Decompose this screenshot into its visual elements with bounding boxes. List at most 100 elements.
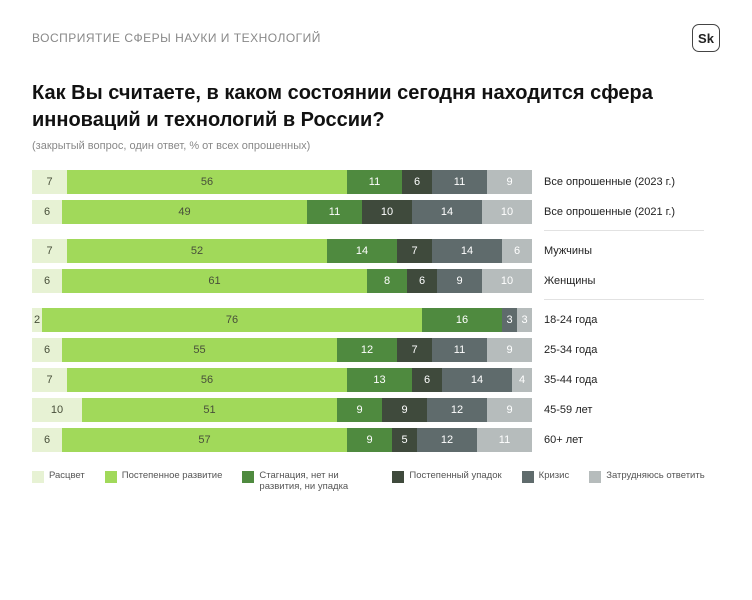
bar-segment: 11 bbox=[477, 428, 532, 452]
bar-segment: 14 bbox=[327, 239, 397, 263]
chart-row: 276163318-24 года bbox=[32, 308, 720, 332]
chart-subtitle: (закрытый вопрос, один ответ, % от всех … bbox=[32, 140, 720, 152]
bar: 2761633 bbox=[32, 308, 532, 332]
bar-segment: 11 bbox=[432, 338, 487, 362]
row-label: Мужчины bbox=[544, 245, 720, 257]
bar: 66186910 bbox=[32, 269, 532, 293]
bar-segment: 52 bbox=[67, 239, 327, 263]
bar-segment: 5 bbox=[392, 428, 417, 452]
legend-swatch bbox=[392, 471, 404, 483]
bar-segment: 10 bbox=[482, 200, 532, 224]
row-label: 18-24 года bbox=[544, 314, 720, 326]
bar-segment: 10 bbox=[482, 269, 532, 293]
bar-segment: 11 bbox=[307, 200, 362, 224]
chart-row: 64911101410Все опрошенные (2021 г.) bbox=[32, 200, 720, 224]
bar-segment: 11 bbox=[432, 170, 487, 194]
bar-segment: 12 bbox=[417, 428, 477, 452]
row-label: Все опрошенные (2021 г.) bbox=[544, 206, 720, 218]
bar-segment: 56 bbox=[67, 368, 347, 392]
legend-label: Стагнация, нет ни развития, ни упадка bbox=[259, 470, 372, 493]
bar-segment: 3 bbox=[517, 308, 532, 332]
legend-item: Расцвет bbox=[32, 470, 85, 493]
bar-segment: 10 bbox=[362, 200, 412, 224]
bar-segment: 6 bbox=[407, 269, 437, 293]
bar-segment: 16 bbox=[422, 308, 502, 332]
bar-segment: 76 bbox=[42, 308, 422, 332]
bar: 64911101410 bbox=[32, 200, 532, 224]
bar: 657951211 bbox=[32, 428, 532, 452]
bar-segment: 3 bbox=[502, 308, 517, 332]
legend: Расцвет Постепенное развитие Стагнация, не… bbox=[32, 470, 720, 493]
legend-item: Постепенное развитие bbox=[105, 470, 223, 493]
legend-item: Кризис bbox=[522, 470, 570, 493]
stacked-bar-chart: 756116119Все опрошенные (2023 г.)6491110… bbox=[32, 170, 720, 452]
bar-segment: 49 bbox=[62, 200, 307, 224]
bar-segment: 6 bbox=[32, 200, 62, 224]
group-separator bbox=[544, 230, 704, 231]
bar: 756116119 bbox=[32, 170, 532, 194]
bar-segment: 2 bbox=[32, 308, 42, 332]
row-label: 35-44 года bbox=[544, 374, 720, 386]
bar-segment: 6 bbox=[402, 170, 432, 194]
chart-row: 65512711925-34 года bbox=[32, 338, 720, 362]
bar-segment: 7 bbox=[397, 338, 432, 362]
bar-segment: 55 bbox=[62, 338, 337, 362]
bar-segment: 14 bbox=[412, 200, 482, 224]
bar: 756136144 bbox=[32, 368, 532, 392]
legend-swatch bbox=[522, 471, 534, 483]
legend-label: Затрудняюсь ответить bbox=[606, 470, 704, 481]
bar-segment: 7 bbox=[32, 239, 67, 263]
bar-segment: 61 bbox=[62, 269, 367, 293]
chart-row: 756136144 35-44 года bbox=[32, 368, 720, 392]
row-label: Все опрошенные (2023 г.) bbox=[544, 176, 720, 188]
bar-segment: 7 bbox=[32, 170, 67, 194]
legend-item: Затрудняюсь ответить bbox=[589, 470, 704, 493]
bar-segment: 9 bbox=[437, 269, 482, 293]
legend-swatch bbox=[242, 471, 254, 483]
legend-label: Постепенное развитие bbox=[122, 470, 223, 481]
legend-item: Стагнация, нет ни развития, ни упадка bbox=[242, 470, 372, 493]
bar-segment: 13 bbox=[347, 368, 412, 392]
bar-segment: 11 bbox=[347, 170, 402, 194]
legend-swatch bbox=[105, 471, 117, 483]
chart-row: 65795121160+ лет bbox=[32, 428, 720, 452]
bar-segment: 9 bbox=[487, 338, 532, 362]
bar-segment: 6 bbox=[502, 239, 532, 263]
bar-segment: 9 bbox=[382, 398, 427, 422]
bar-segment: 9 bbox=[487, 170, 532, 194]
bar-segment: 6 bbox=[32, 428, 62, 452]
legend-label: Постепенный упадок bbox=[409, 470, 501, 481]
chart-row: 66186910Женщины bbox=[32, 269, 720, 293]
legend-swatch bbox=[32, 471, 44, 483]
legend-item: Постепенный упадок bbox=[392, 470, 501, 493]
bar-segment: 8 bbox=[367, 269, 407, 293]
bar-segment: 6 bbox=[32, 269, 62, 293]
row-label: Женщины bbox=[544, 275, 720, 287]
bar-segment: 10 bbox=[32, 398, 82, 422]
bar-segment: 9 bbox=[337, 398, 382, 422]
category-label: ВОСПРИЯТИЕ СФЕРЫ НАУКИ И ТЕХНОЛОГИЙ bbox=[32, 31, 321, 45]
bar-segment: 6 bbox=[412, 368, 442, 392]
bar: 752147146 bbox=[32, 239, 532, 263]
bar-segment: 14 bbox=[432, 239, 502, 263]
legend-swatch bbox=[589, 471, 601, 483]
chart-row: 10519912945-59 лет bbox=[32, 398, 720, 422]
bar-segment: 6 bbox=[32, 338, 62, 362]
bar-segment: 9 bbox=[347, 428, 392, 452]
bar-segment: 4 bbox=[512, 368, 532, 392]
bar-segment: 56 bbox=[67, 170, 347, 194]
bar-segment: 12 bbox=[337, 338, 397, 362]
legend-label: Расцвет bbox=[49, 470, 85, 481]
chart-row: 752147146Мужчины bbox=[32, 239, 720, 263]
chart-row: 756116119Все опрошенные (2023 г.) bbox=[32, 170, 720, 194]
bar-segment: 51 bbox=[82, 398, 337, 422]
bar-segment: 14 bbox=[442, 368, 512, 392]
chart-title: Как Вы считаете, в каком состоянии сегод… bbox=[32, 80, 720, 134]
row-label: 45-59 лет bbox=[544, 404, 720, 416]
bar-segment: 57 bbox=[62, 428, 347, 452]
bar: 655127119 bbox=[32, 338, 532, 362]
legend-label: Кризис bbox=[539, 470, 570, 481]
bar-segment: 12 bbox=[427, 398, 487, 422]
bar-segment: 9 bbox=[487, 398, 532, 422]
group-separator bbox=[544, 299, 704, 300]
